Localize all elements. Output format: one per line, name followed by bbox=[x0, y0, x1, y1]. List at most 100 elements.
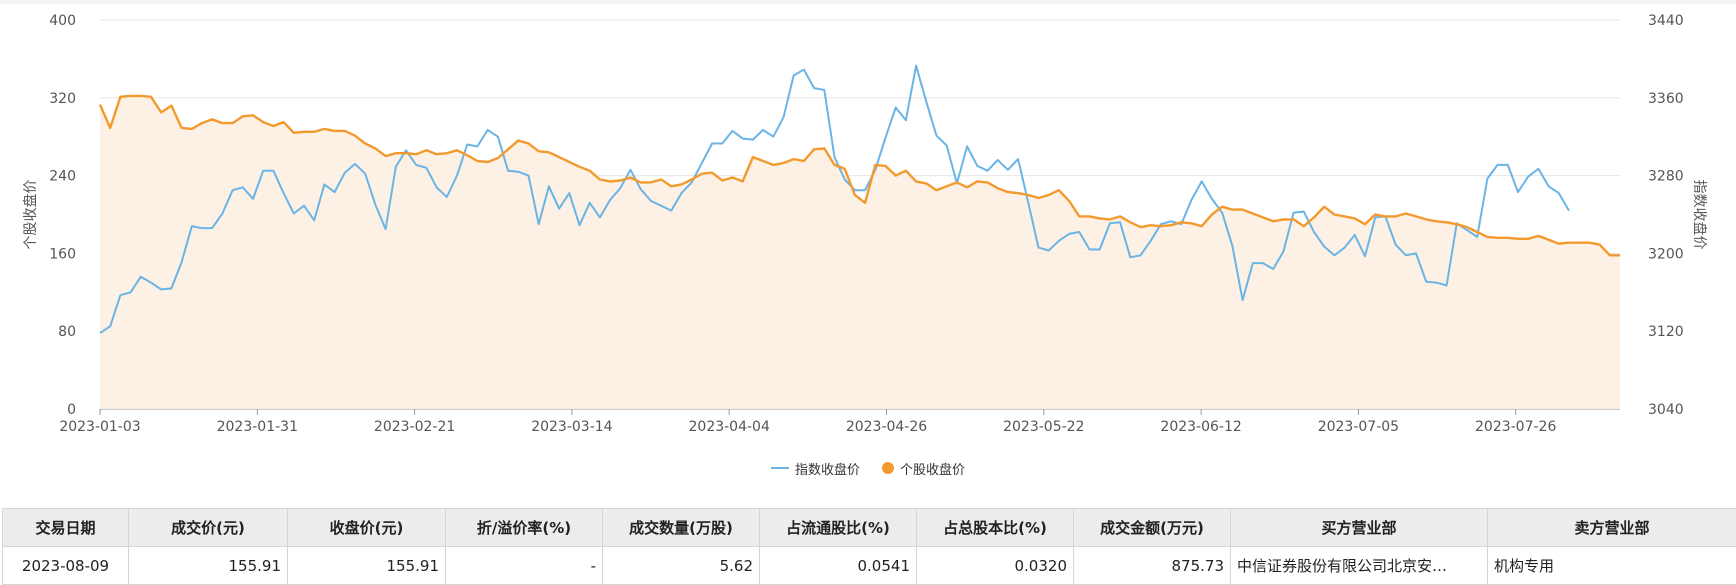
index-data-point[interactable] bbox=[1200, 179, 1204, 183]
index-data-point[interactable] bbox=[302, 204, 306, 208]
stock-data-point[interactable] bbox=[1098, 216, 1102, 220]
stock-data-point[interactable] bbox=[639, 180, 643, 184]
index-data-point[interactable] bbox=[1128, 255, 1132, 259]
index-data-point[interactable] bbox=[312, 218, 316, 222]
index-data-point[interactable] bbox=[680, 191, 684, 195]
index-data-point[interactable] bbox=[1424, 280, 1428, 284]
stock-data-point[interactable] bbox=[1190, 221, 1194, 225]
index-data-point[interactable] bbox=[567, 191, 571, 195]
stock-data-point[interactable] bbox=[1128, 220, 1132, 224]
index-data-point[interactable] bbox=[904, 118, 908, 122]
index-data-point[interactable] bbox=[1281, 250, 1285, 254]
index-data-point[interactable] bbox=[516, 170, 520, 174]
index-data-point[interactable] bbox=[700, 161, 704, 165]
index-data-point[interactable] bbox=[394, 165, 398, 169]
stock-data-point[interactable] bbox=[822, 146, 826, 150]
index-data-point[interactable] bbox=[629, 168, 633, 172]
stock-data-point[interactable] bbox=[261, 120, 265, 124]
index-data-point[interactable] bbox=[1536, 167, 1540, 171]
stock-data-point[interactable] bbox=[1016, 191, 1020, 195]
index-data-point[interactable] bbox=[812, 86, 816, 90]
stock-data-point[interactable] bbox=[680, 182, 684, 186]
table-row[interactable]: 2023-08-09 155.91 155.91 - 5.62 0.0541 0… bbox=[3, 547, 1736, 585]
stock-data-point[interactable] bbox=[190, 127, 194, 131]
cell-seller[interactable]: 机构专用 bbox=[1488, 547, 1736, 585]
index-data-point[interactable] bbox=[1292, 211, 1296, 215]
index-data-point[interactable] bbox=[149, 281, 153, 285]
index-data-point[interactable] bbox=[598, 215, 602, 219]
index-data-point[interactable] bbox=[873, 168, 877, 172]
index-data-point[interactable] bbox=[180, 260, 184, 264]
stock-data-point[interactable] bbox=[1067, 199, 1071, 203]
stock-data-point[interactable] bbox=[1567, 241, 1571, 245]
index-data-point[interactable] bbox=[1363, 254, 1367, 258]
index-data-point[interactable] bbox=[1118, 220, 1122, 224]
stock-data-point[interactable] bbox=[516, 139, 520, 143]
stock-data-point[interactable] bbox=[1149, 223, 1153, 227]
col-header-seller[interactable]: 卖方营业部 bbox=[1488, 509, 1736, 547]
col-header-deal-price[interactable]: 成交价(元) bbox=[129, 509, 288, 547]
index-data-point[interactable] bbox=[455, 174, 459, 178]
stock-data-point[interactable] bbox=[363, 142, 367, 146]
stock-data-point[interactable] bbox=[720, 179, 724, 183]
stock-data-point[interactable] bbox=[1618, 253, 1622, 257]
stock-data-point[interactable] bbox=[1241, 208, 1245, 212]
cell-buyer[interactable]: 中信证券股份有限公司北京安… bbox=[1231, 547, 1488, 585]
stock-data-point[interactable] bbox=[771, 163, 775, 167]
index-data-point[interactable] bbox=[1445, 284, 1449, 288]
index-data-point[interactable] bbox=[200, 226, 204, 230]
index-data-point[interactable] bbox=[353, 162, 357, 166]
index-data-point[interactable] bbox=[792, 73, 796, 77]
stock-data-point[interactable] bbox=[1057, 188, 1061, 192]
stock-data-point[interactable] bbox=[333, 129, 337, 133]
stock-data-point[interactable] bbox=[1332, 213, 1336, 217]
index-data-point[interactable] bbox=[965, 144, 969, 148]
index-data-point[interactable] bbox=[241, 185, 245, 189]
index-data-point[interactable] bbox=[445, 195, 449, 199]
index-data-point[interactable] bbox=[373, 203, 377, 207]
stock-data-point[interactable] bbox=[414, 152, 418, 156]
stock-data-point[interactable] bbox=[1496, 236, 1500, 240]
index-data-point[interactable] bbox=[1077, 230, 1081, 234]
stock-data-point[interactable] bbox=[1404, 212, 1408, 216]
stock-data-point[interactable] bbox=[710, 171, 714, 175]
stock-data-point[interactable] bbox=[853, 193, 857, 197]
index-data-point[interactable] bbox=[1169, 219, 1173, 223]
index-data-point[interactable] bbox=[996, 158, 1000, 162]
index-data-point[interactable] bbox=[98, 331, 102, 335]
index-data-point[interactable] bbox=[343, 171, 347, 175]
index-data-point[interactable] bbox=[363, 172, 367, 176]
stock-data-point[interactable] bbox=[394, 151, 398, 155]
index-data-point[interactable] bbox=[169, 286, 173, 290]
stock-data-point[interactable] bbox=[1179, 220, 1183, 224]
stock-data-point[interactable] bbox=[904, 169, 908, 173]
stock-data-point[interactable] bbox=[863, 201, 867, 205]
index-data-point[interactable] bbox=[1506, 163, 1510, 167]
index-data-point[interactable] bbox=[1057, 239, 1061, 243]
stock-data-point[interactable] bbox=[220, 121, 224, 125]
stock-data-point[interactable] bbox=[1220, 205, 1224, 209]
index-data-point[interactable] bbox=[659, 204, 663, 208]
stock-data-point[interactable] bbox=[302, 130, 306, 134]
index-data-point[interactable] bbox=[1343, 246, 1347, 250]
index-data-point[interactable] bbox=[924, 100, 928, 104]
index-data-point[interactable] bbox=[537, 222, 541, 226]
index-data-point[interactable] bbox=[1149, 239, 1153, 243]
index-data-point[interactable] bbox=[649, 199, 653, 203]
index-data-point[interactable] bbox=[1088, 248, 1092, 252]
index-data-point[interactable] bbox=[639, 187, 643, 191]
stock-data-point[interactable] bbox=[1322, 205, 1326, 209]
index-data-point[interactable] bbox=[1394, 243, 1398, 247]
index-data-point[interactable] bbox=[720, 142, 724, 146]
stock-data-point[interactable] bbox=[986, 180, 990, 184]
legend-item-stock[interactable]: 个股收盘价 bbox=[882, 459, 965, 478]
index-data-point[interactable] bbox=[322, 182, 326, 186]
stock-data-point[interactable] bbox=[292, 131, 296, 135]
stock-data-point[interactable] bbox=[1383, 214, 1387, 218]
stock-data-point[interactable] bbox=[1077, 214, 1081, 218]
index-data-point[interactable] bbox=[210, 226, 214, 230]
index-data-point[interactable] bbox=[414, 163, 418, 167]
index-data-point[interactable] bbox=[843, 178, 847, 182]
stock-data-point[interactable] bbox=[1302, 224, 1306, 228]
index-data-point[interactable] bbox=[486, 128, 490, 132]
